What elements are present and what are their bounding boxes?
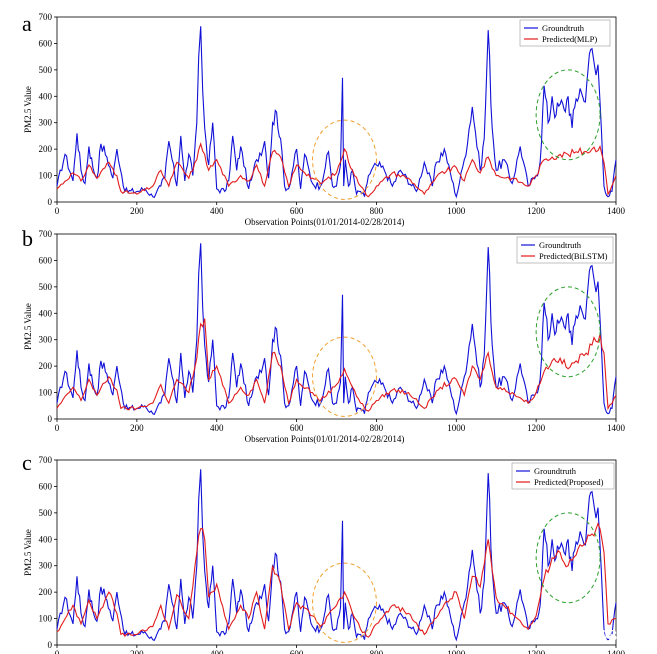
- y-tick-label: 400: [39, 308, 53, 318]
- x-tick-label: 1400: [607, 649, 626, 654]
- y-tick-label: 300: [39, 561, 53, 571]
- y-tick-label: 400: [39, 91, 53, 101]
- x-tick-label: 0: [55, 423, 60, 433]
- y-tick-label: 300: [39, 335, 53, 345]
- x-tick-label: 1000: [447, 423, 466, 433]
- x-tick-label: 200: [130, 649, 144, 654]
- panel-label: b: [22, 226, 33, 251]
- y-tick-label: 500: [39, 282, 53, 292]
- x-axis-label: Observation Points(01/01/2014-02/28/2014…: [245, 434, 405, 444]
- x-tick-label: 1200: [527, 423, 546, 433]
- y-tick-label: 600: [39, 38, 53, 48]
- legend-box: [519, 19, 611, 47]
- legend-label-groundtruth: Groundtruth: [539, 240, 582, 250]
- highlight-ellipse-orange: [312, 562, 377, 643]
- legend-label-predicted: Predicted(MLP): [542, 34, 597, 44]
- x-tick-label: 800: [370, 206, 384, 216]
- y-axis-label: PM2.5 Value: [23, 86, 33, 133]
- chart-panel-a: 0 100 200 300 400 500 600 700 0 200 400 600 800 1000 1…: [22, 11, 626, 227]
- highlight-ellipse-orange: [312, 119, 377, 200]
- y-tick-label: 100: [39, 614, 53, 624]
- predicted-line: [56, 142, 617, 198]
- predicted-line: [56, 522, 617, 638]
- chart-panel-b: 0 100 200 300 400 500 600 700 0 200 400 600 800 1000 1…: [22, 226, 626, 444]
- watermark: CSDN @m0_66010895: [466, 627, 637, 646]
- legend-label-predicted: Predicted(Proposed): [534, 477, 604, 487]
- x-tick-label: 800: [370, 423, 384, 433]
- x-tick-label: 1000: [447, 649, 466, 654]
- y-tick-label: 600: [39, 481, 53, 491]
- y-tick-label: 500: [39, 65, 53, 75]
- predicted-line: [56, 318, 617, 412]
- y-tick-label: 200: [39, 361, 53, 371]
- x-tick-label: 400: [210, 423, 224, 433]
- y-tick-label: 700: [39, 12, 53, 22]
- x-tick-label: 600: [290, 206, 304, 216]
- x-tick-label: 1200: [527, 206, 546, 216]
- highlight-ellipse-green: [535, 69, 601, 161]
- x-tick-label: 1000: [447, 206, 466, 216]
- y-tick-label: 700: [39, 229, 53, 239]
- y-tick-label: 200: [39, 587, 53, 597]
- x-tick-label: 1400: [607, 206, 626, 216]
- x-tick-label: 1400: [607, 423, 626, 433]
- legend-label-predicted: Predicted(BiLSTM): [539, 251, 608, 261]
- groundtruth-line: [56, 243, 617, 416]
- x-tick-label: 600: [290, 649, 304, 654]
- highlight-ellipse-green: [535, 512, 601, 604]
- y-tick-label: 0: [48, 640, 53, 650]
- x-tick-label: 600: [290, 423, 304, 433]
- plot-frame: [56, 459, 617, 646]
- y-tick-label: 700: [39, 455, 53, 465]
- y-tick-label: 200: [39, 144, 53, 154]
- panel-label: a: [22, 11, 32, 36]
- plot-frame: [56, 233, 617, 420]
- legend-box: [516, 236, 614, 264]
- y-tick-label: 300: [39, 118, 53, 128]
- panel-label: c: [22, 450, 32, 475]
- y-tick-label: 400: [39, 534, 53, 544]
- x-tick-label: 800: [370, 649, 384, 654]
- x-tick-label: 200: [130, 423, 144, 433]
- y-axis-label: PM2.5 Value: [23, 303, 33, 350]
- plot-frame: [56, 16, 617, 203]
- highlight-ellipse-green: [535, 286, 601, 378]
- chart-panel-c: 0 100 200 300 400 500 600 700 0 200 400 600 800 1000 1…: [22, 450, 626, 654]
- y-tick-label: 100: [39, 171, 53, 181]
- y-tick-label: 0: [48, 414, 53, 424]
- x-tick-label: 200: [130, 206, 144, 216]
- x-tick-label: 400: [210, 649, 224, 654]
- x-tick-label: 1200: [527, 649, 546, 654]
- y-tick-label: 600: [39, 255, 53, 265]
- y-tick-label: 0: [48, 197, 53, 207]
- legend-label-groundtruth: Groundtruth: [542, 23, 585, 33]
- x-axis-label: Observation Points(01/01/2014-02/28/2014…: [245, 217, 405, 227]
- x-tick-label: 0: [55, 649, 60, 654]
- groundtruth-line: [56, 469, 617, 642]
- y-tick-label: 100: [39, 388, 53, 398]
- x-tick-label: 0: [55, 206, 60, 216]
- highlight-ellipse-orange: [312, 336, 377, 417]
- legend-box: [511, 462, 615, 490]
- legend-label-groundtruth: Groundtruth: [534, 466, 577, 476]
- y-axis-label: PM2.5 Value: [23, 529, 33, 576]
- y-tick-label: 500: [39, 508, 53, 518]
- x-tick-label: 400: [210, 206, 224, 216]
